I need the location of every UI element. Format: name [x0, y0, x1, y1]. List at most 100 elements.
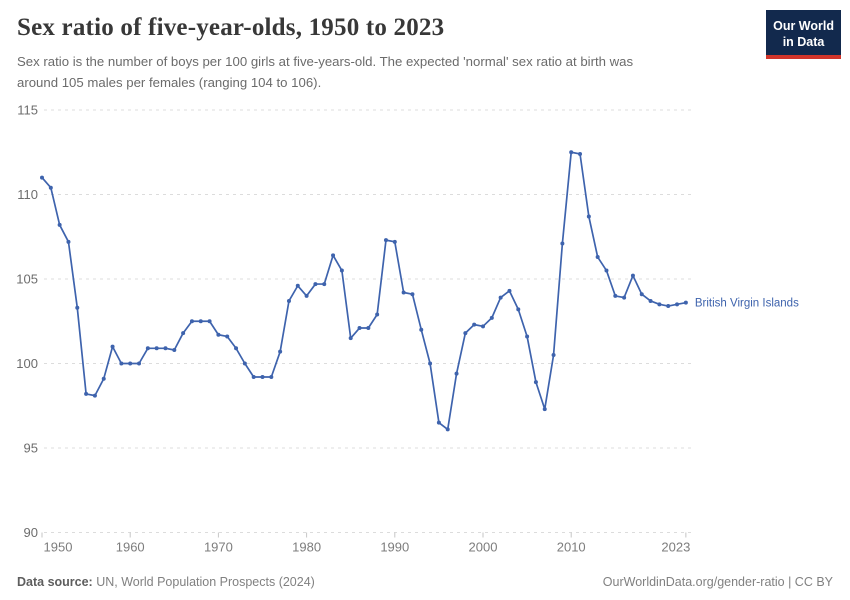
- data-point: [242, 361, 247, 366]
- data-point: [507, 288, 512, 293]
- series-label: British Virgin Islands: [695, 298, 799, 310]
- data-point: [304, 293, 309, 298]
- data-point: [613, 293, 618, 298]
- data-point: [295, 283, 300, 288]
- logo-text-line1: Our World: [773, 19, 834, 33]
- data-point: [436, 420, 441, 425]
- data-point: [286, 298, 291, 303]
- x-axis-tick-label: 2010: [557, 540, 586, 555]
- data-point: [234, 346, 239, 351]
- data-point: [516, 307, 521, 312]
- data-point: [110, 344, 115, 349]
- data-point: [163, 346, 168, 351]
- data-point: [560, 241, 565, 246]
- data-point: [40, 175, 44, 180]
- data-point: [48, 185, 53, 190]
- data-point: [666, 304, 671, 309]
- x-axis-tick-label: 1980: [292, 540, 321, 555]
- data-point: [657, 302, 662, 307]
- data-point: [401, 290, 406, 295]
- x-axis-tick-label: 2023: [661, 540, 690, 555]
- data-point: [410, 292, 415, 297]
- data-point: [251, 375, 256, 380]
- data-point: [498, 295, 503, 300]
- data-point: [198, 319, 203, 324]
- data-point: [84, 391, 89, 396]
- data-point: [383, 238, 388, 243]
- data-point: [348, 336, 353, 341]
- series-line: [41, 151, 687, 431]
- data-point: [489, 315, 494, 320]
- data-point: [472, 322, 477, 327]
- data-point: [269, 375, 274, 380]
- data-point: [569, 150, 574, 155]
- data-point: [639, 292, 644, 297]
- data-point: [648, 298, 653, 303]
- data-point: [172, 347, 177, 352]
- y-axis-tick-label: 105: [16, 272, 38, 287]
- logo-text-line2: in Data: [782, 35, 825, 49]
- data-point: [357, 326, 362, 331]
- y-axis-tick-label: 110: [17, 187, 38, 202]
- data-point: [392, 239, 397, 244]
- data-point: [92, 393, 97, 398]
- data-point: [683, 300, 688, 305]
- chart-footer: Data source: UN, World Population Prospe…: [17, 575, 833, 589]
- data-point: [189, 319, 194, 324]
- data-point: [119, 361, 124, 366]
- data-point: [181, 331, 186, 336]
- chart-subtitle: Sex ratio is the number of boys per 100 …: [17, 51, 833, 93]
- y-axis-tick-label: 95: [24, 441, 38, 456]
- data-source: Data source: UN, World Population Prospe…: [17, 575, 315, 589]
- subtitle-line-2: around 105 males per females (ranging 10…: [17, 75, 322, 91]
- data-point: [604, 268, 609, 273]
- data-point: [419, 327, 424, 332]
- data-point: [542, 407, 547, 412]
- data-point: [66, 239, 71, 244]
- data-point: [586, 214, 591, 219]
- data-point: [525, 334, 530, 339]
- data-point: [75, 305, 80, 310]
- data-point: [445, 427, 450, 432]
- y-axis-tick-label: 90: [24, 525, 38, 540]
- data-point: [533, 380, 538, 385]
- data-point: [366, 326, 371, 331]
- data-point: [101, 376, 106, 381]
- data-point: [137, 361, 142, 366]
- chart-header: Sex ratio of five-year-olds, 1950 to 202…: [17, 14, 833, 93]
- data-point: [622, 295, 627, 300]
- data-source-value: UN, World Population Prospects (2024): [92, 575, 315, 589]
- data-point: [454, 371, 459, 376]
- data-point: [339, 268, 344, 273]
- data-point: [481, 324, 485, 329]
- data-point: [154, 346, 159, 351]
- data-point: [463, 331, 468, 336]
- data-point: [225, 334, 230, 339]
- data-point: [322, 282, 327, 287]
- data-point: [278, 349, 283, 354]
- data-point: [331, 253, 336, 258]
- data-point: [428, 361, 433, 366]
- data-source-label: Data source:: [17, 575, 93, 589]
- data-point: [216, 332, 221, 337]
- data-point: [630, 273, 635, 278]
- x-axis-tick-label: 2000: [469, 540, 498, 555]
- data-point: [675, 302, 680, 307]
- data-point: [375, 312, 380, 317]
- data-point: [260, 375, 265, 380]
- data-point: [595, 255, 600, 260]
- data-point: [145, 346, 150, 351]
- x-axis-tick-label: 1970: [204, 540, 233, 555]
- y-axis-tick-label: 115: [17, 103, 38, 118]
- subtitle-line-1: Sex ratio is the number of boys per 100 …: [17, 54, 634, 69]
- owid-url-link[interactable]: OurWorldinData.org/gender-ratio | CC BY: [602, 575, 833, 589]
- x-axis-tick-label: 1960: [116, 540, 145, 555]
- data-point: [57, 222, 62, 227]
- x-axis-tick-label: 1950: [44, 540, 73, 555]
- data-point: [207, 319, 212, 324]
- data-point: [578, 151, 583, 156]
- owid-logo[interactable]: Our World in Data: [766, 10, 841, 59]
- page-title: Sex ratio of five-year-olds, 1950 to 202…: [17, 14, 445, 41]
- y-axis-tick-label: 100: [16, 356, 38, 371]
